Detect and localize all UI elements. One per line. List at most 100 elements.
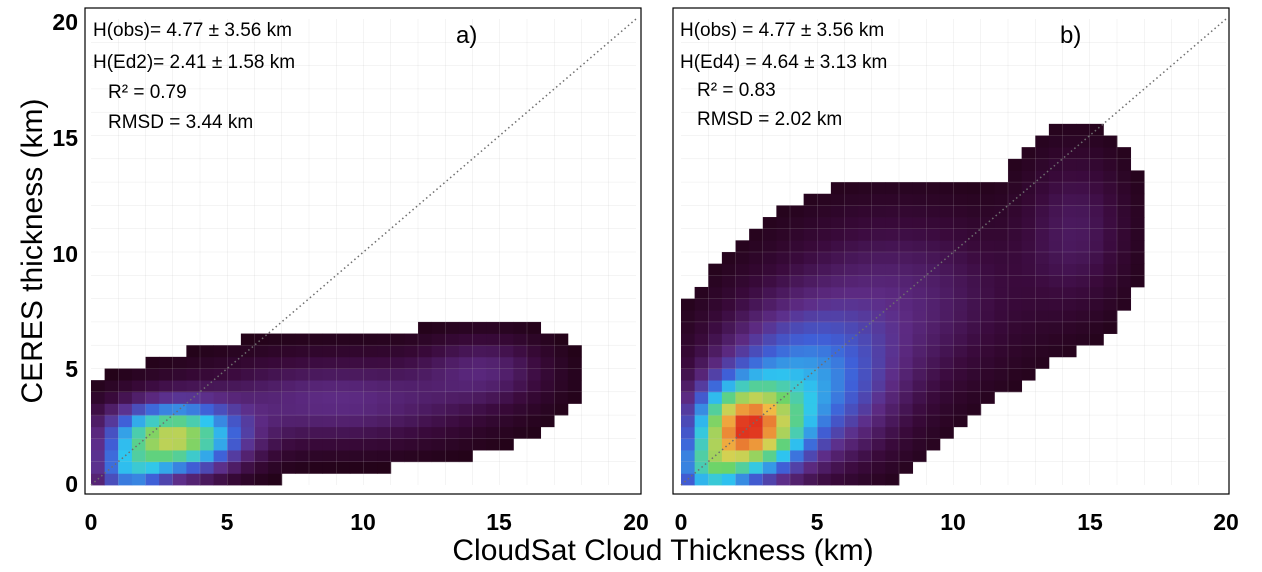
panel-b-density-cell [1089, 123, 1104, 136]
panel-b-density-cell [708, 368, 723, 381]
panel-b-density-cell [953, 252, 968, 265]
panel-b-density-cell [694, 403, 709, 416]
panel-a-density-cell [295, 450, 310, 463]
panel-b-density-cell [803, 356, 818, 369]
panel-b-density-cell [1062, 147, 1077, 160]
panel-a-density-cell [445, 391, 460, 404]
panel-b-density-cell [1089, 193, 1104, 206]
panel-a-density-cell [159, 356, 174, 369]
panel-b-density-cell [830, 345, 845, 358]
panel-a-density-cell [281, 345, 296, 358]
panel-b-density-cell [885, 205, 900, 218]
panel-a-density-cell [472, 403, 487, 416]
panel-a-density-cell [295, 356, 310, 369]
panel-b-density-cell [817, 205, 832, 218]
panel-a-density-cell [172, 403, 187, 416]
panel-a-density-cell [145, 391, 160, 404]
panel-b-density-cell [1103, 193, 1118, 206]
panel-b-density-cell [735, 321, 750, 334]
panel-b-density-cell [1062, 135, 1077, 148]
panel-a-density-cell [104, 473, 119, 486]
panel-b-density-cell [1062, 228, 1077, 241]
panel-b-density-cell [694, 368, 709, 381]
panel-a-density-cell [513, 426, 528, 439]
panel-a-density-cell [159, 391, 174, 404]
panel-b-density-cell [721, 461, 736, 474]
panel-b-density-cell [980, 217, 995, 230]
panel-b-density-cell [1008, 380, 1023, 393]
panel-b-density-cell [1130, 240, 1145, 253]
panel-b-density-cell [926, 193, 941, 206]
panel-a-density-cell [227, 380, 242, 393]
panel-a-density-cell [513, 345, 528, 358]
panel-a-density-cell [349, 415, 364, 428]
panel-b-density-cell [1103, 135, 1118, 148]
panel-b-density-cell [1035, 135, 1050, 148]
panel-b-density-cell [830, 252, 845, 265]
panel-b-density-cell [1117, 170, 1132, 183]
panel-b-density-cell [735, 263, 750, 276]
panel-b-density-cell [1048, 286, 1063, 299]
panel-a-density-cell [254, 461, 269, 474]
panel-b-density-cell [980, 391, 995, 404]
panel-b-density-cell [885, 310, 900, 323]
panel-b-density-cell [803, 298, 818, 311]
panel-a-density-cell [472, 391, 487, 404]
panel-b-annotations: H(obs) = 4.77 ± 3.56 km H(Ed4) = 4.64 ± … [680, 20, 887, 130]
panel-b-density-cell [803, 228, 818, 241]
panel-a-density-cell [131, 415, 146, 428]
panel-a-density-cell [159, 438, 174, 451]
panel-b-density-cell [939, 286, 954, 299]
panel-b-density-cell [721, 415, 736, 428]
panel-b-density-cell [803, 426, 818, 439]
panel-b-density-cell [721, 275, 736, 288]
panel-a-density-cell [145, 356, 160, 369]
panel-a-density-cell [91, 438, 106, 451]
panel-a-density-cell [445, 438, 460, 451]
panel-b-density-cell [830, 205, 845, 218]
panel-a-density-cell [445, 450, 460, 463]
panel-b-density-cell [1117, 286, 1132, 299]
panel-b-density-cell [735, 368, 750, 381]
panel-b-density-cell [1062, 240, 1077, 253]
panel-b-density-cell [776, 205, 791, 218]
panel-b-density-cell [926, 252, 941, 265]
panel-b-density-cell [844, 368, 859, 381]
panel-b-density-cell [681, 333, 696, 346]
panel-b-density-cell [858, 345, 873, 358]
panel-b-density-cell [817, 263, 832, 276]
panel-a-density-cell [336, 380, 351, 393]
panel-b-density-cell [1076, 333, 1091, 346]
panel-b-density-cell [885, 403, 900, 416]
panel-a-density-cell [390, 438, 405, 451]
panel-b-density-cell [1076, 170, 1091, 183]
panel-a-density-cell [472, 321, 487, 334]
panel-a-density-cell [527, 345, 542, 358]
panel-b-density-cell [817, 252, 832, 265]
panel-a-density-cell [445, 403, 460, 416]
panel-b-density-cell [762, 403, 777, 416]
panel-b-density-cell [1048, 182, 1063, 195]
panel-b-density-cell [830, 438, 845, 451]
panel-a-density-cell [390, 426, 405, 439]
panel-a-density-cell [186, 345, 201, 358]
panel-b-density-cell [967, 310, 982, 323]
panel-b-density-cell [1076, 123, 1091, 136]
panel-b-density-cell [899, 391, 914, 404]
panel-b-density-cell [926, 426, 941, 439]
panel-a-density-cell [377, 450, 392, 463]
panel-a-density-cell [227, 438, 242, 451]
panel-a-density-cell [349, 461, 364, 474]
panel-a-density-cell [431, 415, 446, 428]
panel-b-density-cell [1130, 217, 1145, 230]
panel-b-density-cell [967, 217, 982, 230]
panel-a-density-cell [131, 461, 146, 474]
panel-b-density-cell [817, 426, 832, 439]
panel-b-density-cell [1021, 356, 1036, 369]
panel-a-density-cell [486, 380, 501, 393]
panel-b-density-cell [953, 321, 968, 334]
panel-b-density-cell [994, 217, 1009, 230]
panel-a-density-cell [431, 450, 446, 463]
panel-b-density-cell [885, 321, 900, 334]
panel-b-density-cell [844, 240, 859, 253]
